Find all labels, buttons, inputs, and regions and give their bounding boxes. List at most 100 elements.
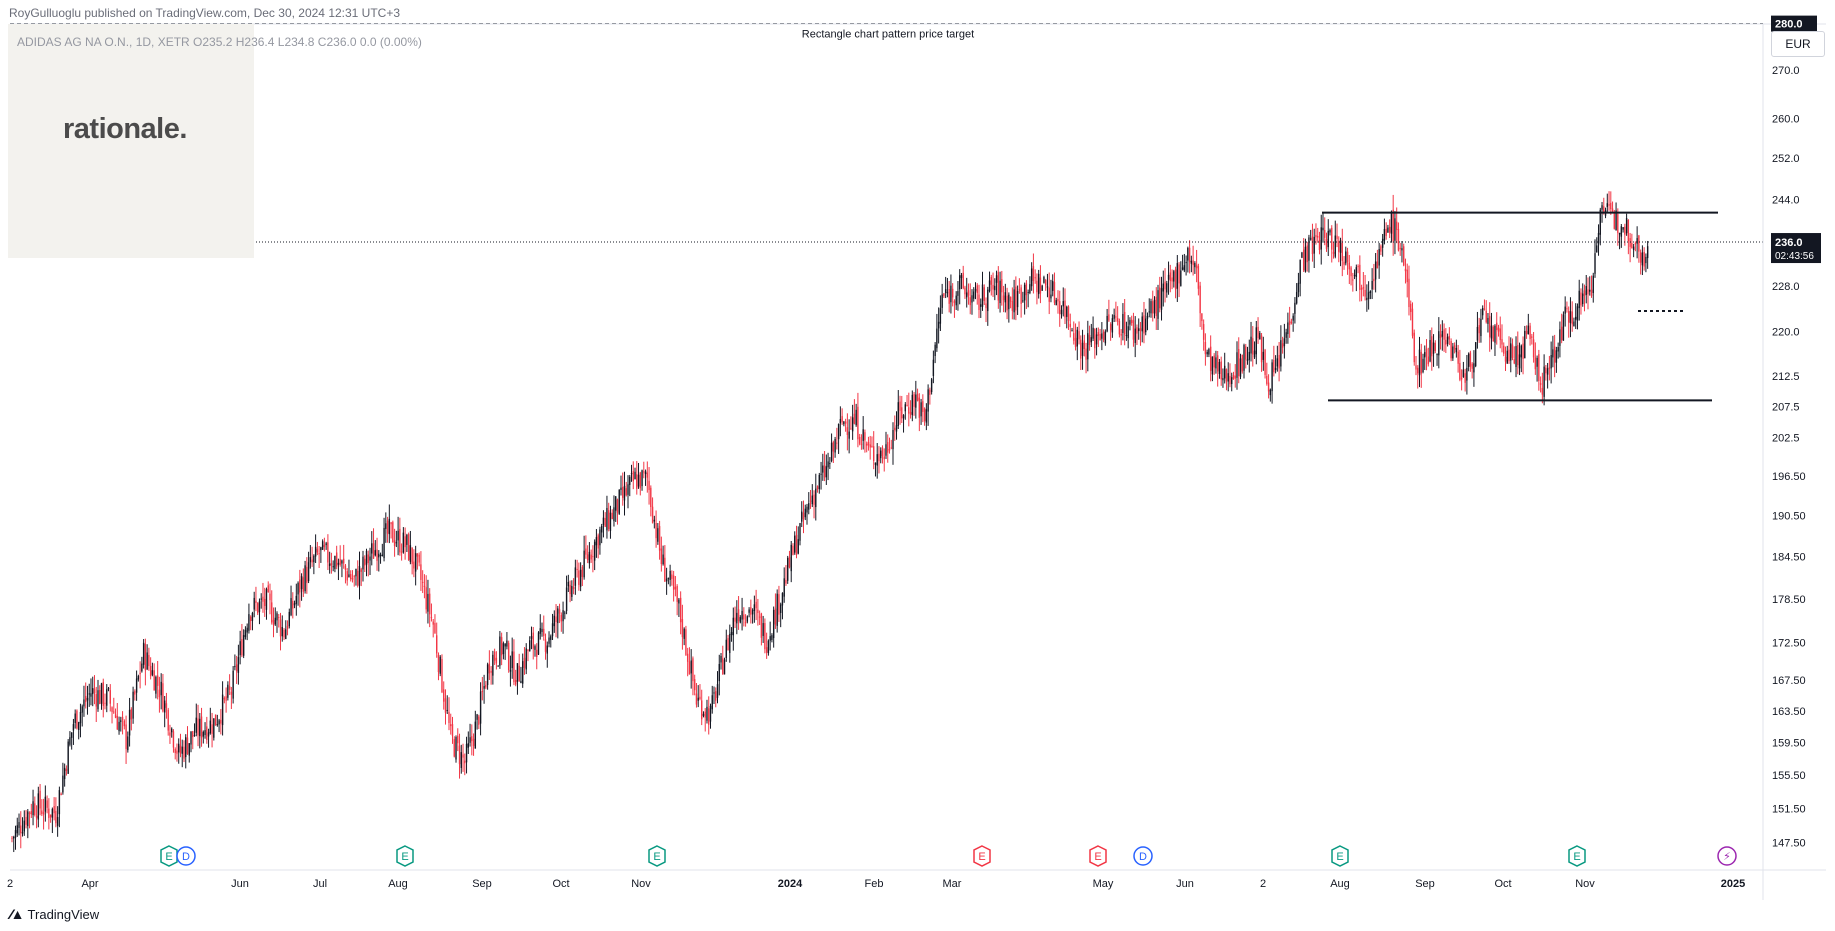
candle-body — [837, 423, 840, 440]
candle-body — [1327, 230, 1329, 248]
candle-body — [451, 724, 454, 737]
candle — [509, 655, 512, 687]
candle-body — [392, 522, 394, 543]
candle — [507, 640, 510, 673]
candle-body — [1015, 286, 1017, 311]
candle — [1185, 255, 1187, 276]
candle-body — [802, 512, 805, 520]
candle — [1209, 335, 1212, 382]
candle-body — [1545, 367, 1547, 374]
bar-countdown: 02:43:56 — [1775, 251, 1814, 262]
candle-body — [158, 689, 161, 698]
candle-body — [627, 484, 629, 495]
candle-body — [1113, 314, 1115, 319]
candle-body — [1573, 321, 1575, 327]
candle — [562, 601, 564, 634]
dividend-marker[interactable]: D — [1133, 846, 1153, 866]
event-markers[interactable]: E D E E E E D E E ⚡ — [160, 845, 1737, 867]
candle — [1539, 376, 1542, 393]
earnings-marker[interactable]: E — [1089, 845, 1107, 867]
symbol-ohlc-legend[interactable]: ADIDAS AG NA O.N., 1D, XETR O235.2 H236.… — [17, 35, 422, 49]
earnings-marker[interactable]: E — [1331, 845, 1349, 867]
candle — [1227, 362, 1229, 392]
candle — [206, 716, 208, 744]
candle-body — [1139, 328, 1142, 331]
last-price-label[interactable]: 236.002:43:56 — [1771, 233, 1821, 264]
candle-body — [1148, 311, 1150, 313]
candle — [1459, 349, 1461, 382]
candle — [72, 718, 75, 745]
candle — [65, 765, 68, 776]
candle-body — [990, 277, 992, 285]
candle-body — [100, 683, 103, 704]
candle — [25, 810, 27, 829]
candle-body — [225, 696, 227, 701]
tradingview-footer[interactable]: ⁄⁄▲ TradingView — [10, 906, 99, 922]
candle — [1489, 302, 1491, 352]
candle-body — [1295, 292, 1298, 304]
earnings-marker[interactable]: E — [973, 845, 991, 867]
candle-body — [1067, 306, 1070, 321]
candle — [181, 739, 183, 768]
candle — [1596, 237, 1598, 253]
price-and-time-axes[interactable]: 270.0260.0252.0244.0228.0220.0212.5207.5… — [7, 15, 1826, 900]
earnings-marker[interactable]: E — [396, 845, 414, 867]
candle-body — [506, 640, 508, 647]
candle-body — [739, 617, 742, 623]
candle-body — [869, 444, 871, 448]
candle-body — [720, 656, 722, 663]
candle-body — [646, 472, 649, 478]
earnings-marker[interactable]: E — [1568, 845, 1586, 867]
candle-body — [995, 275, 998, 283]
candle-body — [97, 690, 99, 710]
candle — [550, 634, 552, 648]
candle — [1527, 313, 1530, 335]
candle-body — [1299, 259, 1301, 284]
candle — [492, 650, 494, 685]
candle — [646, 461, 649, 493]
candle-body — [994, 285, 996, 291]
candle — [1287, 312, 1289, 344]
candle — [741, 597, 743, 631]
candle-body — [873, 446, 875, 462]
candle-body — [1201, 313, 1203, 322]
candle — [337, 558, 340, 581]
candle-body — [404, 536, 406, 548]
candle — [990, 274, 992, 296]
candle-body — [716, 684, 719, 698]
candle-body — [1004, 292, 1007, 303]
candle-body — [378, 553, 380, 558]
earnings-marker[interactable]: E — [648, 845, 666, 867]
candle-body — [479, 691, 482, 724]
candle-body — [1395, 221, 1398, 230]
candle-body — [130, 709, 133, 720]
candle — [1157, 284, 1159, 331]
candle — [695, 682, 698, 708]
candle — [644, 469, 647, 486]
candle — [420, 551, 422, 591]
candle — [650, 485, 652, 517]
split-marker[interactable]: ⚡ — [1717, 846, 1737, 866]
candle-body — [95, 694, 97, 707]
candle-body — [1285, 332, 1287, 338]
candle — [713, 686, 715, 705]
earnings-marker[interactable]: E — [160, 845, 178, 867]
candle-body — [1485, 310, 1487, 323]
candle-body — [794, 535, 796, 553]
candle-body — [1459, 363, 1461, 380]
candle — [1415, 355, 1417, 376]
candle-body — [472, 738, 475, 746]
candle-body — [1362, 287, 1365, 289]
candle — [249, 615, 252, 631]
candle-body — [1234, 375, 1236, 379]
candle-body — [851, 417, 854, 432]
candle — [892, 422, 894, 465]
candle — [1023, 282, 1026, 315]
candle — [130, 707, 133, 731]
candle-body — [309, 557, 312, 563]
candle — [1629, 232, 1631, 263]
candle-body — [1360, 287, 1363, 290]
dividend-marker[interactable]: D — [176, 846, 196, 866]
currency-button[interactable]: EUR — [1771, 31, 1825, 57]
